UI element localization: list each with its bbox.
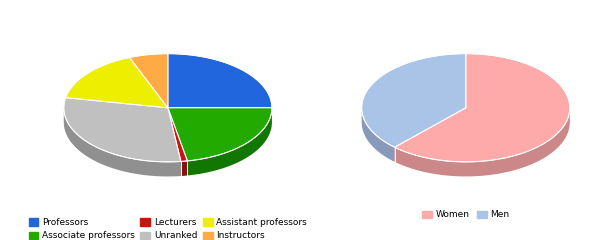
Legend: Women, Men: Women, Men	[422, 210, 509, 219]
Polygon shape	[168, 54, 272, 108]
Polygon shape	[362, 54, 466, 147]
Polygon shape	[395, 108, 570, 176]
Polygon shape	[187, 108, 272, 175]
Polygon shape	[168, 108, 272, 161]
Polygon shape	[64, 108, 181, 176]
Polygon shape	[130, 54, 168, 108]
Polygon shape	[168, 108, 187, 162]
Polygon shape	[65, 57, 168, 108]
Polygon shape	[181, 161, 187, 176]
Polygon shape	[362, 108, 395, 162]
Polygon shape	[64, 98, 181, 162]
Polygon shape	[395, 54, 570, 162]
Legend: Professors, Associate professors, Lecturers, Unranked, Assistant professors, Ins: Professors, Associate professors, Lectur…	[29, 218, 307, 240]
